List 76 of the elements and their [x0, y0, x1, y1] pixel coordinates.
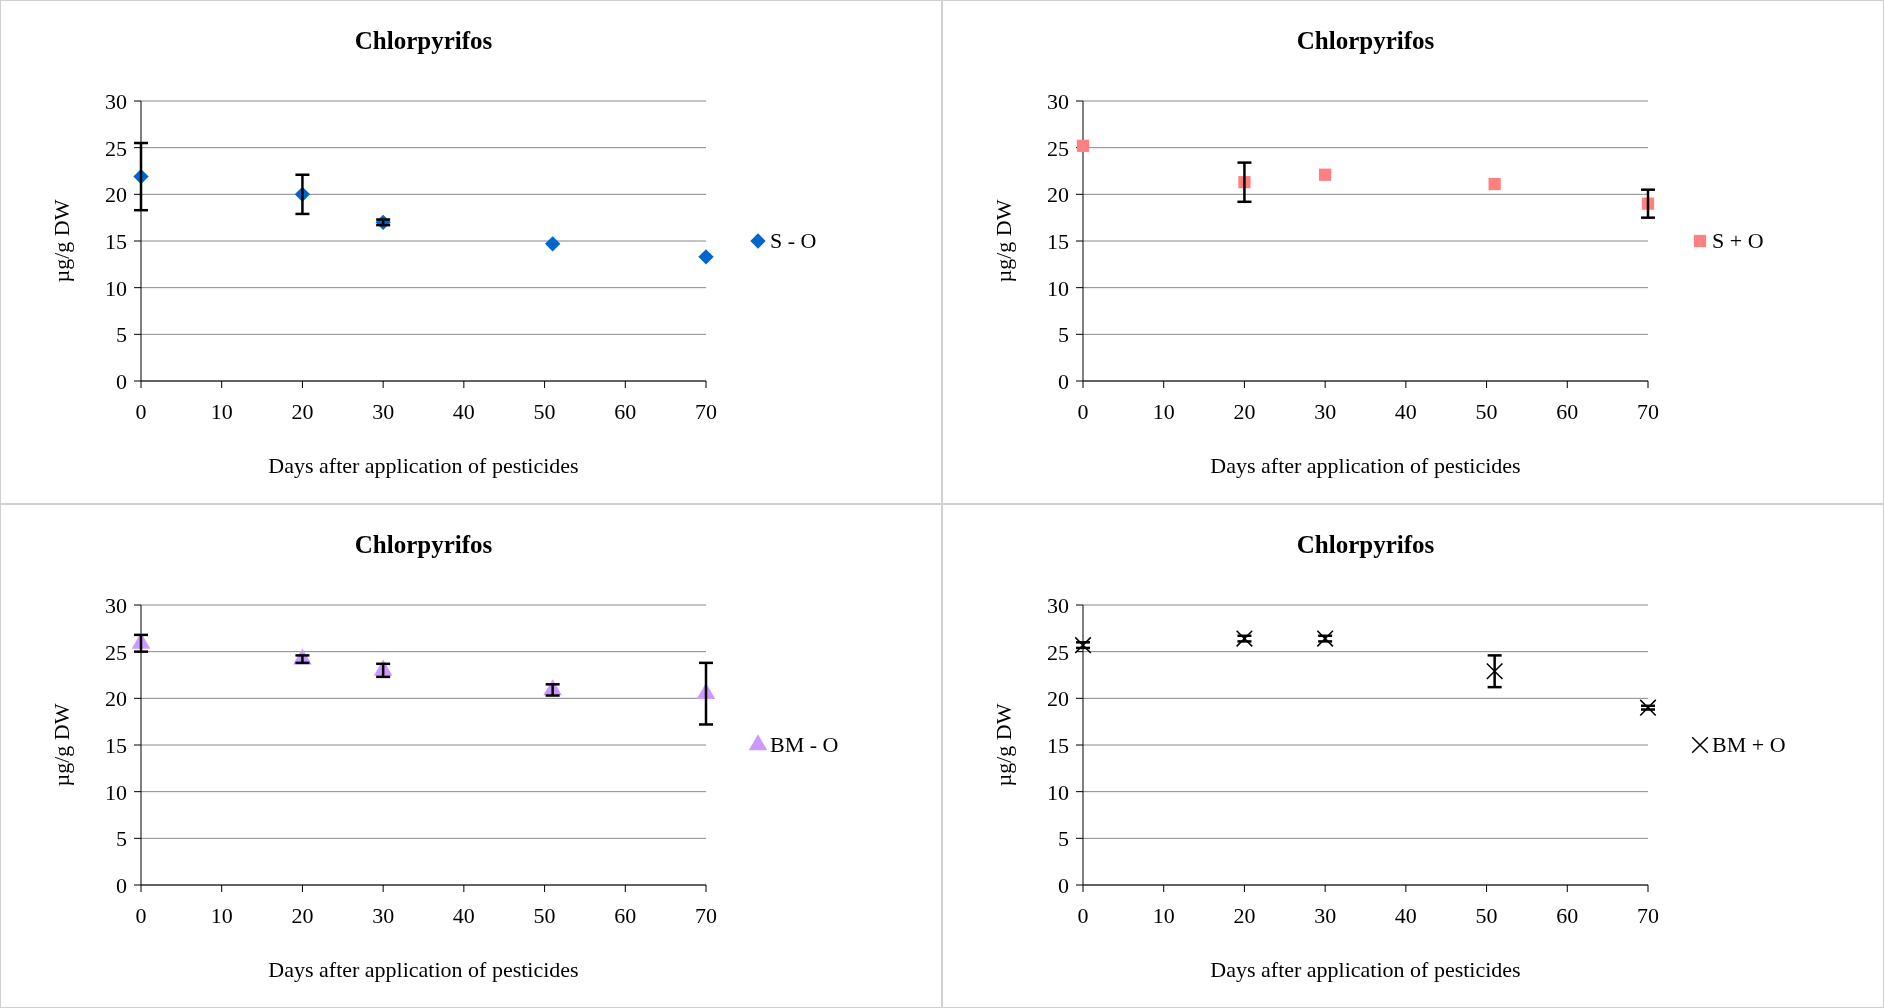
x-axis-title: Days after application of pesticides: [268, 957, 579, 982]
y-tick-label: 5: [1058, 826, 1069, 852]
x-tick-label: 60: [614, 399, 637, 424]
x-tick-label: 40: [452, 399, 475, 424]
y-tick-label: 0: [1058, 369, 1069, 394]
y-tick-label: 25: [105, 639, 127, 665]
y-tick-label: 25: [1047, 135, 1069, 161]
x-tick-label: 10: [1152, 903, 1175, 928]
y-tick-label: 30: [105, 89, 127, 114]
y-tick-label: 30: [1047, 89, 1069, 114]
x-tick-label: 0: [1077, 903, 1089, 928]
x-tick-label: 0: [135, 903, 147, 928]
x-tick-label: 60: [1556, 399, 1579, 424]
x-tick-label: 10: [210, 399, 233, 424]
x-axis-title: Days after application of pesticides: [1210, 453, 1521, 478]
y-axis-title: µg/g DW: [49, 199, 74, 283]
chart-title: Chlorpyrifos: [1296, 531, 1435, 558]
chart-title: Chlorpyrifos: [354, 27, 493, 54]
x-tick-label: 30: [1314, 399, 1337, 424]
x-tick-label: 70: [695, 399, 717, 424]
x-tick-label: 50: [1475, 903, 1498, 928]
x-tick-label: 40: [452, 903, 475, 928]
y-tick-label: 25: [105, 135, 127, 161]
chart-title: Chlorpyrifos: [1296, 27, 1435, 54]
x-axis-title: Days after application of pesticides: [268, 453, 579, 478]
y-tick-label: 0: [116, 369, 127, 394]
x-tick-label: 40: [1394, 903, 1417, 928]
x-tick-label: 70: [695, 903, 717, 928]
x-tick-label: 50: [533, 903, 556, 928]
y-tick-label: 20: [105, 686, 127, 712]
y-tick-label: 5: [116, 826, 127, 852]
legend-label: S + O: [1712, 228, 1764, 253]
x-tick-label: 20: [291, 399, 314, 424]
x-tick-label: 20: [1233, 903, 1256, 928]
x-tick-label: 60: [614, 903, 637, 928]
y-tick-label: 5: [1058, 322, 1069, 348]
y-tick-label: 30: [1047, 593, 1069, 618]
y-tick-label: 0: [116, 873, 127, 898]
x-tick-label: 50: [1475, 399, 1498, 424]
x-tick-label: 60: [1556, 903, 1579, 928]
y-tick-label: 10: [1047, 779, 1069, 805]
x-tick-label: 30: [372, 903, 395, 928]
y-axis-title: µg/g DW: [49, 703, 74, 787]
x-tick-label: 50: [533, 399, 556, 424]
y-tick-label: 10: [105, 275, 127, 301]
y-tick-label: 15: [105, 733, 127, 758]
y-axis-title: µg/g DW: [991, 703, 1016, 787]
x-tick-label: 30: [1314, 903, 1337, 928]
y-tick-label: 20: [105, 182, 127, 208]
y-tick-label: 15: [1047, 229, 1069, 254]
x-axis-title: Days after application of pesticides: [1210, 957, 1521, 982]
x-tick-label: 10: [210, 903, 233, 928]
legend-label: S - O: [770, 228, 817, 253]
x-tick-label: 30: [372, 399, 395, 424]
x-tick-label: 70: [1637, 903, 1659, 928]
x-tick-label: 20: [1233, 399, 1256, 424]
x-tick-label: 40: [1394, 399, 1417, 424]
x-tick-label: 10: [1152, 399, 1175, 424]
y-tick-label: 30: [105, 593, 127, 618]
y-tick-label: 10: [1047, 275, 1069, 301]
y-tick-label: 15: [105, 229, 127, 254]
y-axis-title: µg/g DW: [991, 199, 1016, 283]
y-tick-label: 10: [105, 779, 127, 805]
y-tick-label: 20: [1047, 686, 1069, 712]
chart-title: Chlorpyrifos: [354, 531, 493, 558]
y-tick-label: 0: [1058, 873, 1069, 898]
x-tick-label: 0: [135, 399, 147, 424]
legend-label: BM + O: [1712, 732, 1786, 757]
y-tick-label: 20: [1047, 182, 1069, 208]
x-tick-label: 70: [1637, 399, 1659, 424]
y-tick-label: 15: [1047, 733, 1069, 758]
y-tick-label: 25: [1047, 639, 1069, 665]
legend-label: BM - O: [770, 732, 839, 757]
x-tick-label: 20: [291, 903, 314, 928]
y-tick-label: 5: [116, 322, 127, 348]
x-tick-label: 0: [1077, 399, 1089, 424]
